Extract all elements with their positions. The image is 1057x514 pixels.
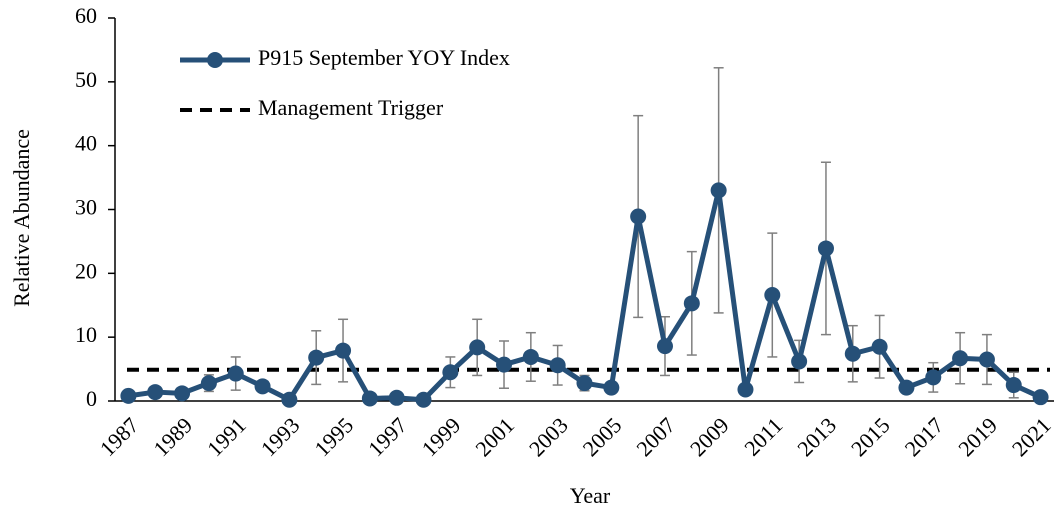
legend-label: P915 September YOY Index <box>258 45 510 70</box>
point <box>388 389 405 406</box>
x-tick-label: 1999 <box>417 412 466 461</box>
point <box>361 390 378 407</box>
y-tick-label: 10 <box>75 322 97 347</box>
point <box>817 240 834 257</box>
legend-marker <box>207 52 223 68</box>
x-tick-label: 2009 <box>685 412 734 461</box>
x-tick-label: 2015 <box>846 412 895 461</box>
point <box>1005 377 1022 394</box>
point <box>1032 389 1049 406</box>
y-tick-label: 30 <box>75 195 97 220</box>
point <box>496 356 513 373</box>
x-tick-label: 1987 <box>95 412 144 461</box>
point <box>952 350 969 367</box>
x-axis-title: Year <box>570 483 611 508</box>
point <box>871 338 888 355</box>
point <box>925 369 942 386</box>
y-tick-label: 60 <box>75 3 97 28</box>
x-tick-label: 2017 <box>900 412 949 461</box>
x-tick-label: 2007 <box>631 412 680 461</box>
x-tick-label: 1995 <box>309 412 358 461</box>
point <box>120 387 137 404</box>
x-tick-label: 2019 <box>953 412 1002 461</box>
y-tick-label: 50 <box>75 67 97 92</box>
point <box>630 208 647 225</box>
point <box>469 339 486 356</box>
x-tick-label: 2011 <box>739 412 787 460</box>
point <box>549 357 566 374</box>
point <box>710 182 727 199</box>
point <box>415 391 432 408</box>
point <box>174 385 191 402</box>
y-axis-title: Relative Abundance <box>9 129 34 307</box>
point <box>683 295 700 312</box>
x-tick-label: 1997 <box>363 412 412 461</box>
x-tick-label: 1993 <box>256 412 305 461</box>
point <box>603 379 620 396</box>
point <box>335 342 352 359</box>
point <box>281 391 298 408</box>
x-tick-label: 2005 <box>578 412 627 461</box>
point <box>737 381 754 398</box>
point <box>227 365 244 382</box>
series-line <box>128 187 1042 403</box>
point <box>308 349 325 366</box>
y-tick-label: 40 <box>75 131 97 156</box>
x-tick-label: 2001 <box>470 412 519 461</box>
x-tick-label: 1989 <box>148 412 197 461</box>
point <box>978 351 995 368</box>
point <box>844 345 861 362</box>
x-tick-label: 2003 <box>524 412 573 461</box>
point <box>576 375 593 392</box>
x-tick-label: 2013 <box>792 412 841 461</box>
point <box>147 384 164 401</box>
point <box>522 348 539 365</box>
point <box>656 338 673 355</box>
y-tick-label: 20 <box>75 258 97 283</box>
point <box>791 353 808 370</box>
point <box>442 364 459 381</box>
y-tick-label: 0 <box>86 386 97 411</box>
point <box>254 378 271 395</box>
x-tick-label: 2021 <box>1007 412 1056 461</box>
point <box>898 379 915 396</box>
x-tick-label: 1991 <box>202 412 251 461</box>
point <box>764 287 781 304</box>
point <box>200 375 217 392</box>
legend-label: Management Trigger <box>258 95 444 120</box>
